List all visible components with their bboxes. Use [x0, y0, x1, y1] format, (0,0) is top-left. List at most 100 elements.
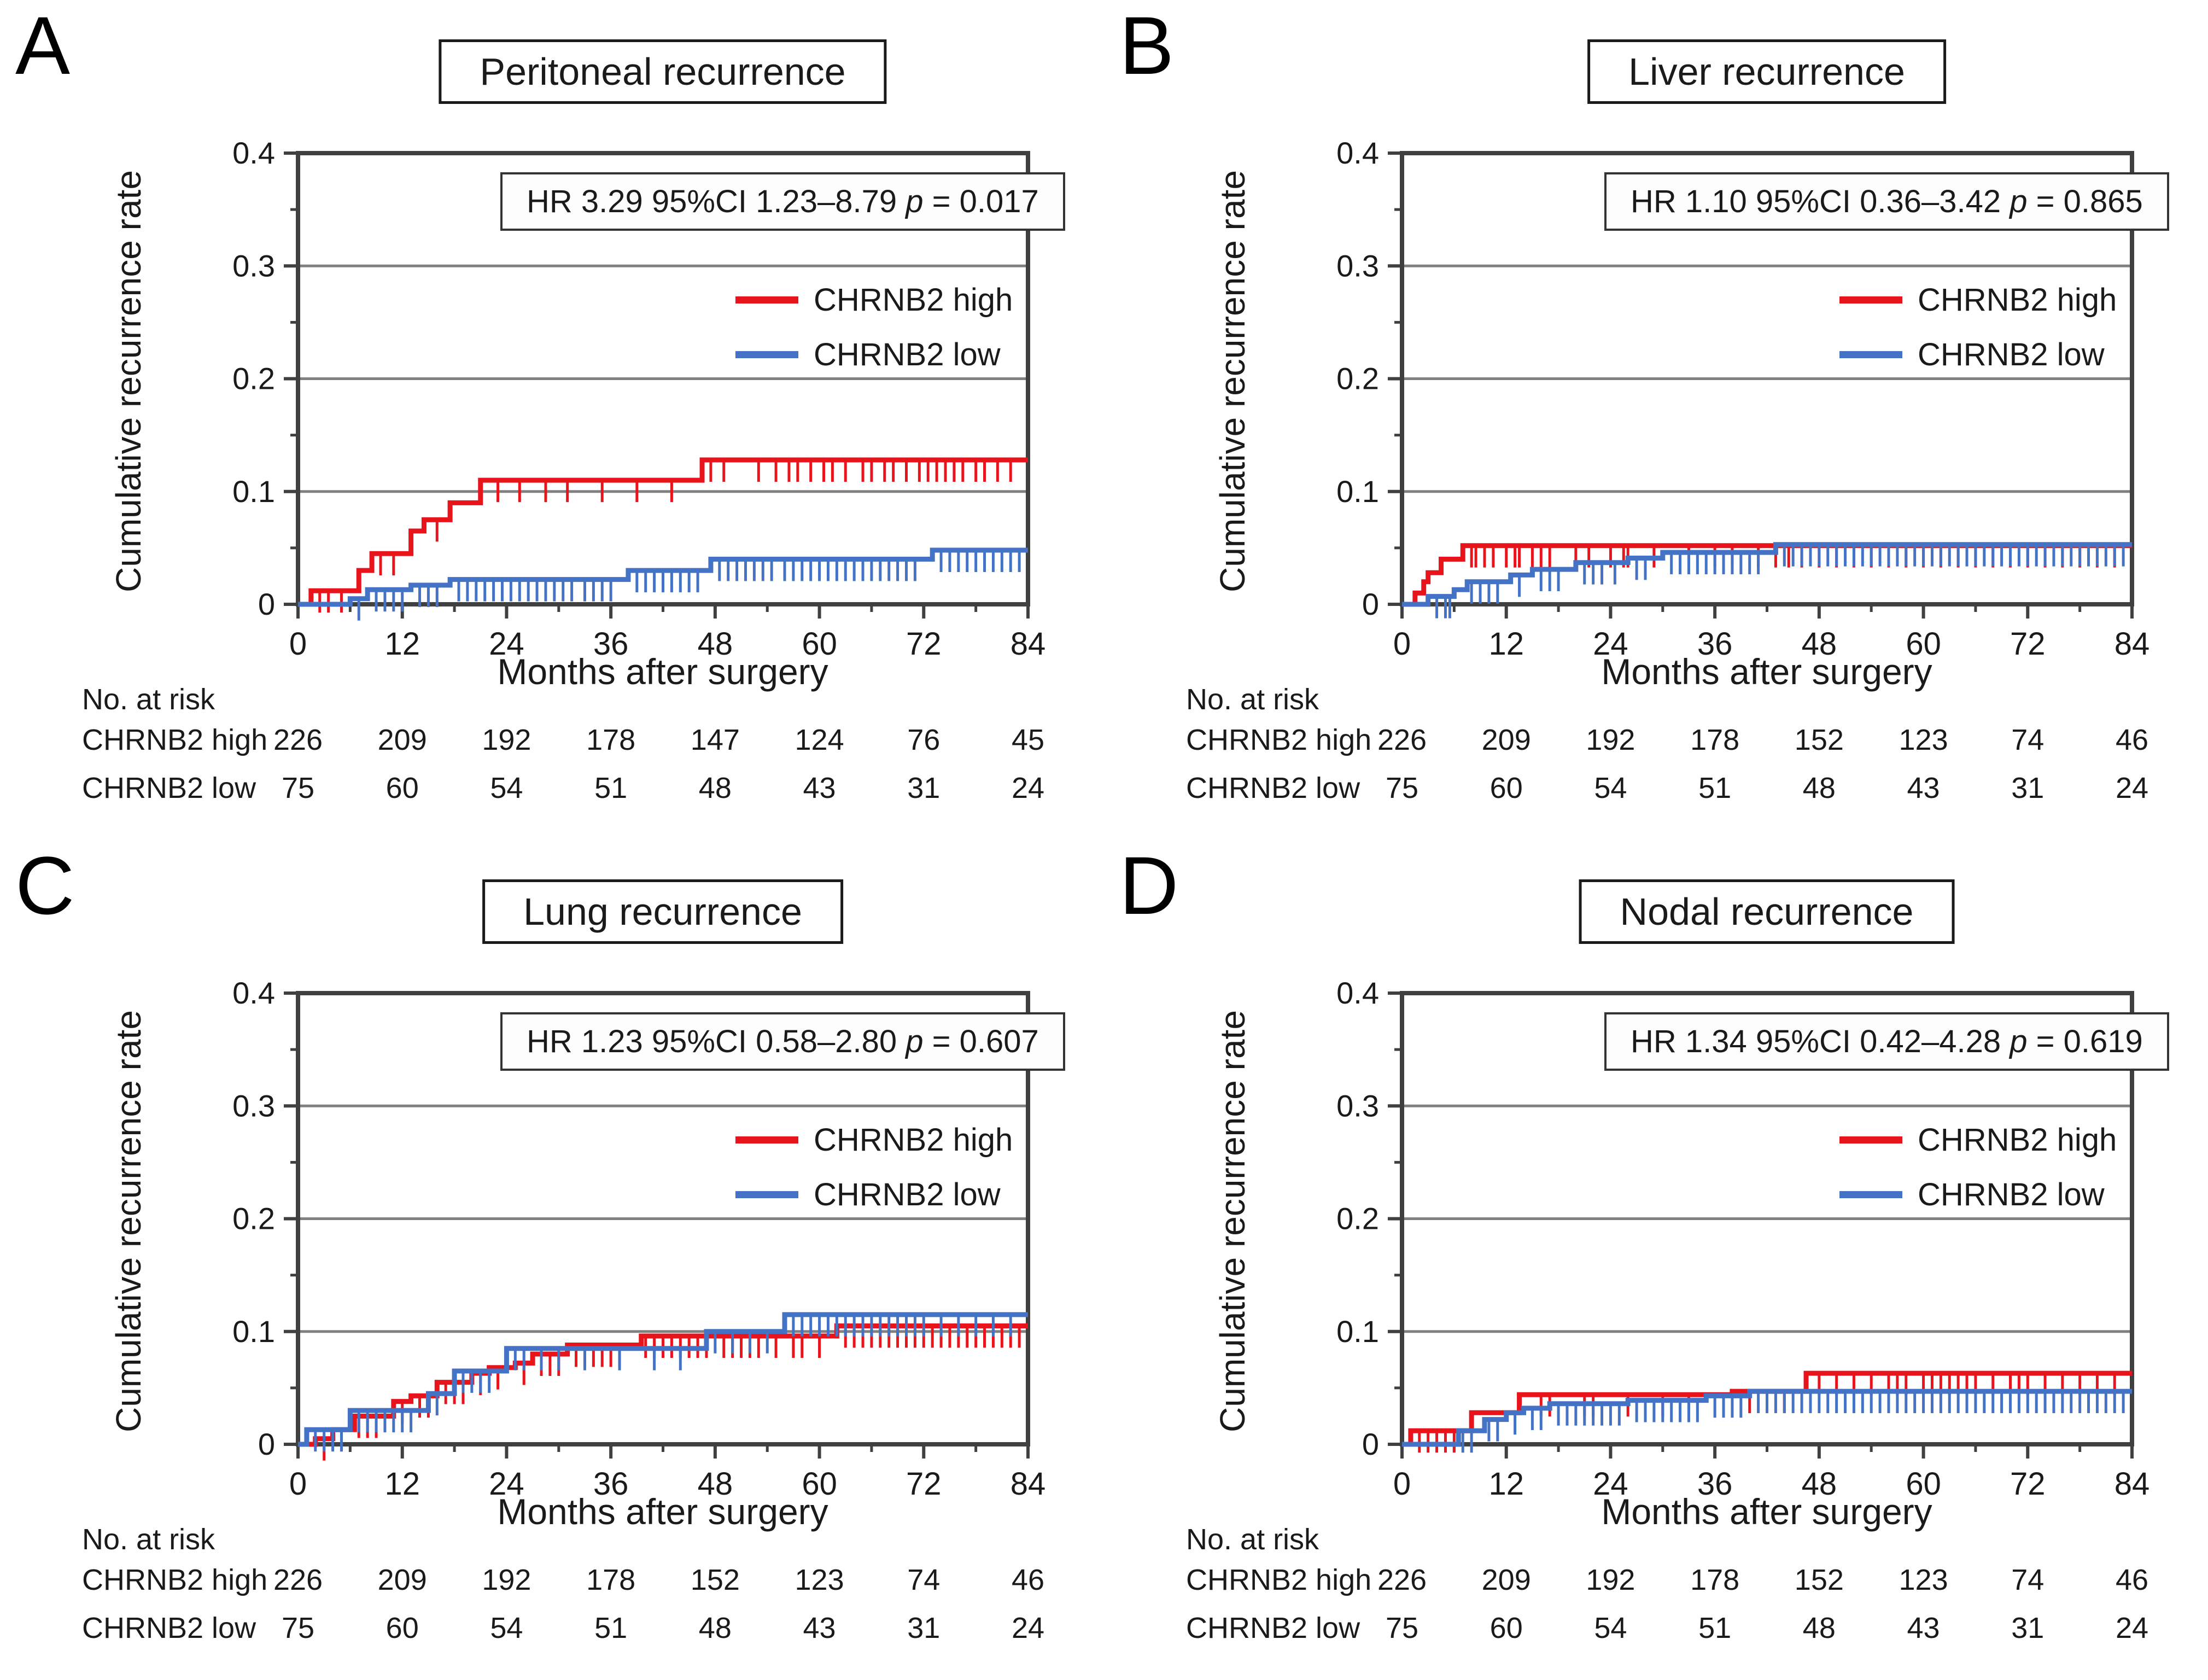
- legend-line-high: [735, 1136, 798, 1144]
- risk-count: 74: [907, 1564, 941, 1596]
- risk-count: 209: [1481, 1564, 1531, 1596]
- risk-count: 24: [1011, 772, 1045, 804]
- x-tick-label: 24: [489, 1466, 524, 1502]
- x-tick-label: 84: [2114, 626, 2150, 662]
- panel-letter: A: [15, 0, 71, 91]
- x-tick-label: 60: [1906, 626, 1941, 662]
- risk-count: 152: [690, 1564, 740, 1596]
- x-tick-label: 84: [1010, 1466, 1046, 1502]
- legend-item-low: CHRNB2 low: [735, 327, 1013, 382]
- x-tick-label: 48: [698, 1466, 733, 1502]
- risk-count: 123: [1899, 1564, 1948, 1596]
- y-tick-label: 0.1: [1336, 1314, 1379, 1349]
- y-axis-title: Cumulative recurrence rate: [109, 170, 148, 592]
- risk-count: 45: [1011, 724, 1045, 756]
- risk-row-low: CHRNB2 low: [82, 1612, 256, 1644]
- legend-item-high: CHRNB2 high: [735, 1112, 1013, 1167]
- risk-count: 54: [1594, 1612, 1627, 1644]
- risk-count: 51: [1698, 772, 1732, 804]
- km-curve: [1402, 542, 2132, 607]
- km-plot: 0 0.1 0.2 0.3 0.4 0 12 24 36 48 60 72 84: [1336, 136, 2150, 662]
- risk-count: 46: [2115, 724, 2149, 756]
- y-tick-label: 0.1: [1336, 474, 1379, 509]
- panel-letter: D: [1119, 839, 1179, 931]
- y-axis-title: Cumulative recurrence rate: [1213, 170, 1252, 592]
- hr-stat: HR 1.34 95%CI 0.42–4.28: [1631, 1024, 2010, 1059]
- y-axis-title: Cumulative recurrence rate: [1213, 1010, 1252, 1432]
- hr-p-label: p: [2010, 1024, 2028, 1059]
- panel-title: Peritoneal recurrence: [439, 39, 887, 104]
- x-tick-label: 0: [1393, 1466, 1411, 1502]
- risk-count: 43: [1907, 772, 1940, 804]
- legend-label: CHRNB2 low: [1918, 336, 2105, 372]
- hr-p-value: = 0.865: [2027, 184, 2143, 219]
- risk-count: 178: [586, 724, 636, 756]
- panel-letter: B: [1119, 0, 1175, 91]
- y-tick-label: 0.3: [1336, 1088, 1379, 1123]
- x-tick-label: 0: [289, 1466, 307, 1502]
- x-tick-label: 72: [2010, 626, 2046, 662]
- x-tick-label: 48: [1802, 626, 1837, 662]
- risk-count: 209: [377, 1564, 427, 1596]
- risk-count: 75: [281, 1612, 315, 1644]
- y-tick-label: 0.3: [232, 248, 275, 283]
- legend-label: CHRNB2 high: [814, 282, 1013, 318]
- x-tick-label: 60: [1906, 1466, 1941, 1502]
- risk-row-high: CHRNB2 high: [1186, 724, 1372, 756]
- risk-count: 152: [1794, 724, 1844, 756]
- risk-count: 75: [1385, 772, 1419, 804]
- panel-a: A Peritoneal recurrence 0 0.1 0.2 0.3 0.4 0 12 24…: [0, 0, 1104, 840]
- legend-line-high: [735, 296, 798, 304]
- risk-count: 43: [803, 772, 836, 804]
- km-curve: [1402, 543, 2132, 607]
- y-tick-label: 0.4: [1336, 136, 1379, 170]
- y-tick-label: 0.2: [1336, 361, 1379, 396]
- x-tick-label: 60: [802, 626, 837, 662]
- risk-count: 60: [385, 1612, 419, 1644]
- risk-count: 152: [1794, 1564, 1844, 1596]
- risk-count: 51: [1698, 1612, 1732, 1644]
- risk-count: 123: [1899, 724, 1948, 756]
- risk-count: 60: [1489, 772, 1523, 804]
- risk-count: 192: [482, 724, 531, 756]
- panel-d: D Nodal recurrence 0 0.1 0.2 0.3 0.4 0 12 24 36 48 6…: [1104, 840, 2208, 1680]
- x-tick-label: 84: [2114, 1466, 2150, 1502]
- y-tick-label: 0: [258, 1427, 275, 1461]
- x-tick-label: 72: [906, 626, 942, 662]
- legend-item-low: CHRNB2 low: [735, 1167, 1013, 1222]
- x-tick-label: 12: [1488, 1466, 1524, 1502]
- risk-count: 54: [490, 772, 523, 804]
- risk-count: 54: [1594, 772, 1627, 804]
- km-curve: [1402, 1389, 2132, 1447]
- legend-line-high: [1839, 1136, 1902, 1144]
- risk-count: 192: [1586, 724, 1635, 756]
- risk-count: 76: [907, 724, 941, 756]
- legend-line-low: [735, 351, 798, 358]
- x-tick-label: 0: [289, 626, 307, 662]
- y-tick-label: 0.4: [1336, 976, 1379, 1010]
- legend-item-high: CHRNB2 high: [1839, 1112, 2117, 1167]
- legend-label: CHRNB2 low: [814, 336, 1001, 372]
- hr-annotation: HR 1.34 95%CI 0.42–4.28 p = 0.619: [1604, 1012, 2169, 1071]
- x-axis-title: Months after surgery: [1601, 651, 1932, 692]
- panel-letter: C: [15, 839, 75, 931]
- km-plot: 0 0.1 0.2 0.3 0.4 0 12 24 36 48 60 72 84: [1336, 976, 2150, 1502]
- risk-table-label: No. at risk: [1186, 683, 1319, 716]
- x-tick-label: 60: [802, 1466, 837, 1502]
- x-tick-label: 36: [593, 1466, 629, 1502]
- risk-count: 51: [594, 772, 628, 804]
- panel-title: Liver recurrence: [1587, 39, 1946, 104]
- x-tick-label: 84: [1010, 626, 1046, 662]
- risk-count: 124: [795, 724, 844, 756]
- hr-p-label: p: [2010, 184, 2028, 219]
- risk-count: 48: [698, 772, 732, 804]
- x-tick-label: 36: [1697, 626, 1733, 662]
- legend: CHRNB2 high CHRNB2 low: [735, 272, 1013, 382]
- hr-annotation: HR 1.10 95%CI 0.36–3.42 p = 0.865: [1604, 172, 2169, 231]
- risk-count: 43: [1907, 1612, 1940, 1644]
- legend-item-high: CHRNB2 high: [1839, 272, 2117, 327]
- risk-count: 178: [1690, 1564, 1740, 1596]
- x-tick-label: 0: [1393, 626, 1411, 662]
- hr-stat: HR 1.10 95%CI 0.36–3.42: [1631, 184, 2010, 219]
